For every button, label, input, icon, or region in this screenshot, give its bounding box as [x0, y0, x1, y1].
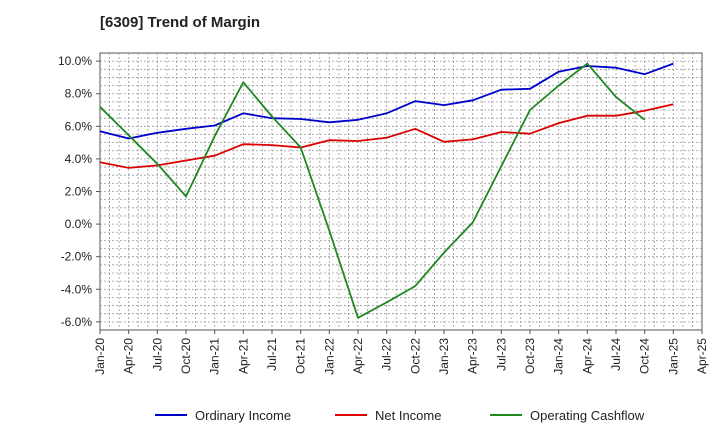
x-tick-label: Oct-22 [408, 338, 422, 374]
x-tick-label: Apr-21 [236, 338, 250, 374]
chart-title: [6309] Trend of Margin [100, 14, 261, 31]
x-tick-label: Apr-25 [695, 338, 709, 374]
x-tick-label: Jan-24 [552, 338, 566, 375]
x-tick-label: Jan-23 [437, 338, 451, 375]
x-tick-label: Jan-20 [93, 338, 107, 375]
x-tick-label: Oct-21 [294, 338, 308, 374]
x-tick-label: Apr-23 [466, 338, 480, 374]
x-tick-label: Apr-20 [122, 338, 136, 374]
y-tick-label: -4.0% [61, 282, 93, 296]
x-tick-label: Oct-20 [179, 338, 193, 374]
y-tick-label: 8.0% [65, 87, 93, 101]
y-tick-label: -2.0% [61, 250, 93, 264]
legend-label-net-income: Net Income [375, 408, 441, 423]
series-line-ordinary-income [99, 62, 674, 140]
y-tick-label: 0.0% [65, 217, 93, 231]
legend-label-operating-cashflow: Operating Cashflow [530, 408, 645, 423]
x-tick-label: Apr-24 [580, 338, 594, 374]
x-tick-label: Jul-23 [494, 338, 508, 371]
series-line-net-income [99, 103, 674, 169]
x-tick-label: Jul-22 [380, 338, 394, 371]
y-tick-label: 6.0% [65, 119, 93, 133]
y-tick-label: 10.0% [58, 54, 92, 68]
x-tick-label: Jul-20 [150, 338, 164, 371]
x-tick-label: Jan-22 [322, 338, 336, 375]
x-tick-label: Oct-23 [523, 338, 537, 374]
y-tick-label: 2.0% [65, 185, 93, 199]
x-tick-label: Jan-25 [666, 338, 680, 375]
x-tick-label: Apr-22 [351, 338, 365, 374]
x-tick-label: Jan-21 [208, 338, 222, 375]
y-tick-label: -6.0% [61, 315, 93, 329]
x-tick-label: Jul-24 [609, 338, 623, 371]
legend-label-ordinary-income: Ordinary Income [195, 408, 291, 423]
x-tick-label: Jul-21 [265, 338, 279, 371]
y-tick-label: 4.0% [65, 152, 93, 166]
series-line-operating-cashflow [99, 62, 646, 319]
x-tick-label: Oct-24 [638, 338, 652, 374]
